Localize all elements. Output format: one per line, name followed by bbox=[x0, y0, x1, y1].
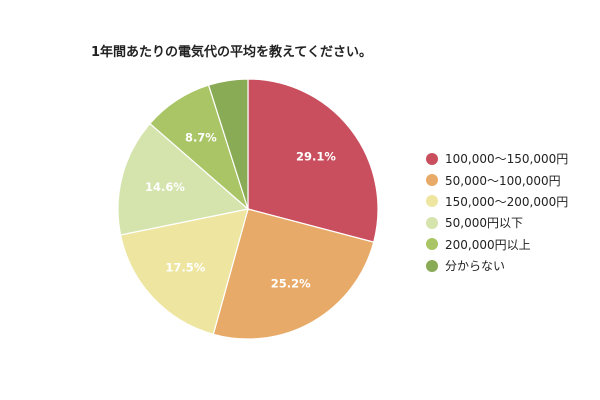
pie-slice-0 bbox=[247, 78, 379, 243]
chart-title: 1年間あたりの電気代の平均を教えてください。 bbox=[91, 45, 373, 60]
slice-label-2: 17.5% bbox=[165, 261, 205, 275]
slice-label-1: 25.2% bbox=[271, 276, 311, 290]
legend-label-1: 50,000〜100,000円 bbox=[445, 173, 561, 188]
legend-label-0: 100,000〜150,000円 bbox=[445, 152, 569, 167]
legend-swatch-2 bbox=[426, 195, 438, 208]
legend-swatch-3 bbox=[426, 216, 438, 229]
pie-labels: 29.1% 25.2% 17.5% 14.6% 8.7% bbox=[145, 130, 336, 290]
legend-item-2: 150,000〜200,000円 bbox=[426, 191, 568, 212]
pie-slice-3 bbox=[117, 122, 250, 236]
legend-item-5: 分からない bbox=[426, 255, 568, 276]
pie-slice-5 bbox=[207, 78, 249, 210]
legend-swatch-0 bbox=[426, 152, 438, 165]
pie-slices bbox=[117, 78, 379, 340]
legend: 100,000〜150,000円 50,000〜100,000円 150,000〜2… bbox=[426, 148, 568, 276]
legend-label-2: 150,000〜200,000円 bbox=[445, 194, 569, 209]
legend-swatch-4 bbox=[426, 238, 438, 251]
slice-label-3: 14.6% bbox=[145, 180, 185, 194]
slice-label-0: 29.1% bbox=[296, 150, 336, 164]
legend-swatch-5 bbox=[426, 259, 438, 272]
legend-label-5: 分からない bbox=[445, 259, 506, 274]
legend-item-1: 50,000〜100,000円 bbox=[426, 169, 568, 190]
legend-item-0: 100,000〜150,000円 bbox=[426, 148, 568, 169]
legend-swatch-1 bbox=[426, 174, 438, 187]
legend-item-3: 50,000円以下 bbox=[426, 212, 568, 233]
legend-label-4: 200,000円以上 bbox=[445, 237, 531, 252]
slice-label-4: 8.7% bbox=[185, 130, 217, 144]
legend-label-3: 50,000円以下 bbox=[445, 216, 523, 231]
pie-slice-1 bbox=[212, 208, 375, 340]
pie-slice-2 bbox=[119, 208, 249, 336]
legend-item-4: 200,000円以上 bbox=[426, 234, 568, 255]
